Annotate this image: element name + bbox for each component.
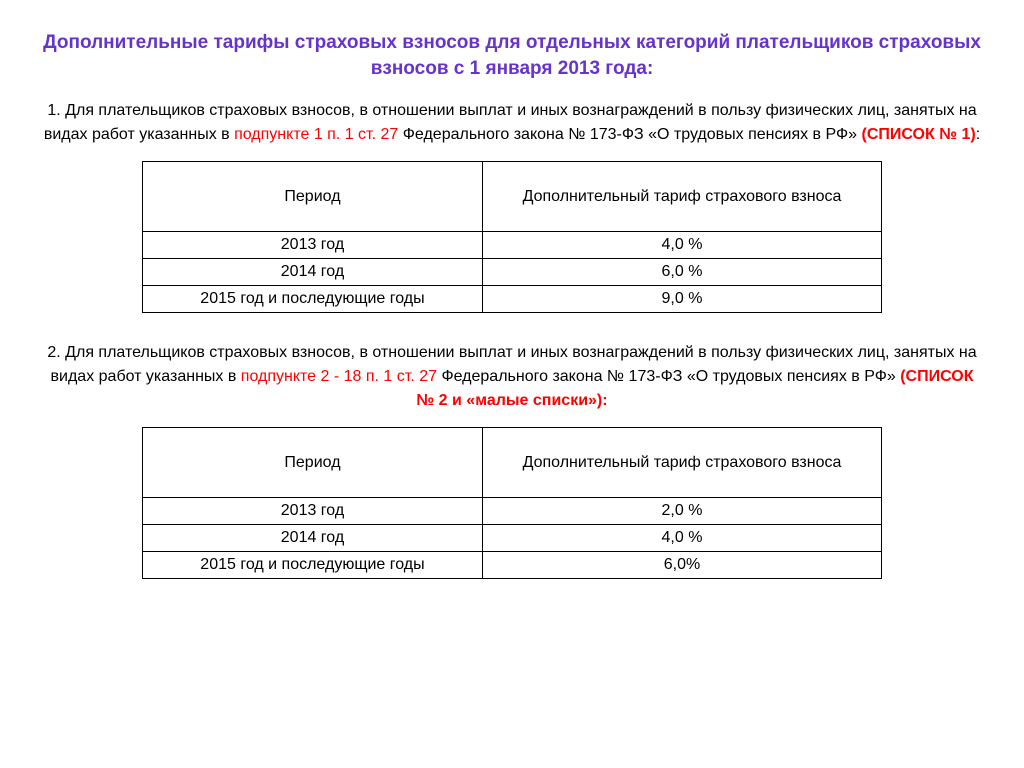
- table2-header-row: Период Дополнительный тариф страхового в…: [143, 428, 882, 498]
- table2: Период Дополнительный тариф страхового в…: [142, 427, 882, 579]
- table2-header-tariff: Дополнительный тариф страхового взноса: [482, 428, 881, 498]
- table-row: 2013 год 4,0 %: [143, 232, 882, 259]
- section2-red-reference: подпункте 2 - 18 п. 1 ст. 27: [241, 368, 437, 385]
- table2-cell-period: 2013 год: [143, 498, 483, 525]
- table-row: 2015 год и последующие годы 9,0 %: [143, 286, 882, 313]
- table1-header-period: Период: [143, 162, 483, 232]
- table1-cell-period: 2013 год: [143, 232, 483, 259]
- table-row: 2013 год 2,0 %: [143, 498, 882, 525]
- section2-text-middle: Федерального закона № 173-ФЗ «О трудовых…: [437, 368, 900, 385]
- table-row: 2014 год 6,0 %: [143, 259, 882, 286]
- page-title: Дополнительные тарифы страховых взносов …: [40, 30, 984, 81]
- table1-cell-tariff: 4,0 %: [482, 232, 881, 259]
- table1-cell-period: 2015 год и последующие годы: [143, 286, 483, 313]
- section2-paragraph: 2. Для плательщиков страховых взносов, в…: [40, 341, 984, 413]
- table1-cell-tariff: 9,0 %: [482, 286, 881, 313]
- table1-cell-period: 2014 год: [143, 259, 483, 286]
- section1-text-after: :: [976, 126, 980, 143]
- table1: Период Дополнительный тариф страхового в…: [142, 161, 882, 313]
- table2-cell-tariff: 4,0 %: [482, 525, 881, 552]
- table2-cell-period: 2014 год: [143, 525, 483, 552]
- table2-cell-period: 2015 год и последующие годы: [143, 552, 483, 579]
- section1-list-label: (СПИСОК № 1): [862, 126, 976, 143]
- table1-header-tariff: Дополнительный тариф страхового взноса: [482, 162, 881, 232]
- section1-red-reference: подпункте 1 п. 1 ст. 27: [234, 126, 398, 143]
- table2-cell-tariff: 2,0 %: [482, 498, 881, 525]
- table-row: 2015 год и последующие годы 6,0%: [143, 552, 882, 579]
- table2-cell-tariff: 6,0%: [482, 552, 881, 579]
- section1-paragraph: 1. Для плательщиков страховых взносов, в…: [40, 99, 984, 147]
- table1-cell-tariff: 6,0 %: [482, 259, 881, 286]
- table-row: 2014 год 4,0 %: [143, 525, 882, 552]
- table1-header-row: Период Дополнительный тариф страхового в…: [143, 162, 882, 232]
- table2-header-period: Период: [143, 428, 483, 498]
- section1-text-middle: Федерального закона № 173-ФЗ «О трудовых…: [398, 126, 861, 143]
